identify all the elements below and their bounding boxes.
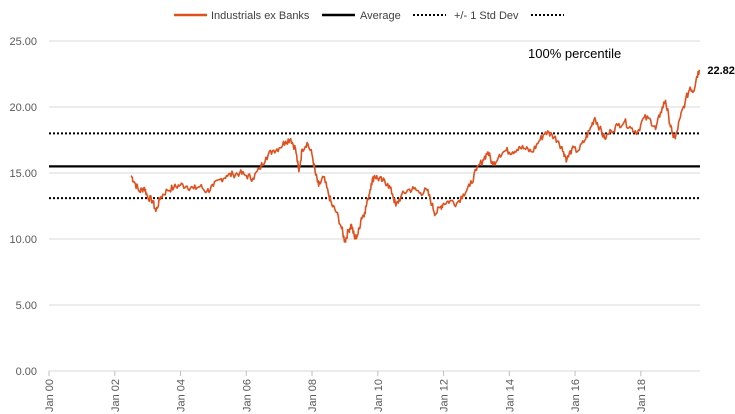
x-tick-label: Jan 06 — [241, 379, 253, 412]
legend-label: Industrials ex Banks — [211, 10, 310, 22]
legend-label: Average — [360, 10, 401, 22]
series-line-industrials — [130, 69, 701, 243]
percentile-annotation: 100% percentile — [528, 46, 621, 61]
y-axis: 0.00 5.00 10.00 15.00 20.00 25.00 — [9, 36, 37, 378]
legend: Industrials ex Banks Average +/- 1 Std Dev — [174, 10, 564, 22]
x-axis: Jan 00 Jan 02 Jan 04 Jan 06 Jan 08 Jan 10 Jan … — [44, 371, 648, 412]
y-tick-label: 0.00 — [16, 366, 37, 378]
x-tick-label: Jan 18 — [636, 379, 648, 412]
y-tick-label: 10.00 — [9, 234, 37, 246]
y-tick-label: 25.00 — [9, 36, 37, 48]
x-tick-label: Jan 12 — [439, 379, 451, 412]
y-tick-label: 5.00 — [16, 300, 37, 312]
x-tick-label: Jan 10 — [373, 379, 385, 412]
x-tick-label: Jan 08 — [307, 379, 319, 412]
x-tick-label: Jan 04 — [176, 379, 188, 412]
series-layer — [130, 69, 701, 243]
end-value-label: 22.82 — [707, 65, 735, 77]
y-tick-label: 20.00 — [9, 102, 37, 114]
x-tick-label: Jan 14 — [504, 379, 516, 412]
y-tick-label: 15.00 — [9, 168, 37, 180]
x-tick-label: Jan 16 — [570, 379, 582, 412]
reference-lines — [49, 132, 700, 200]
gridlines — [49, 40, 700, 372]
x-tick-label: Jan 02 — [110, 379, 122, 412]
x-tick-label: Jan 00 — [44, 379, 56, 412]
legend-label: +/- 1 Std Dev — [454, 10, 519, 22]
